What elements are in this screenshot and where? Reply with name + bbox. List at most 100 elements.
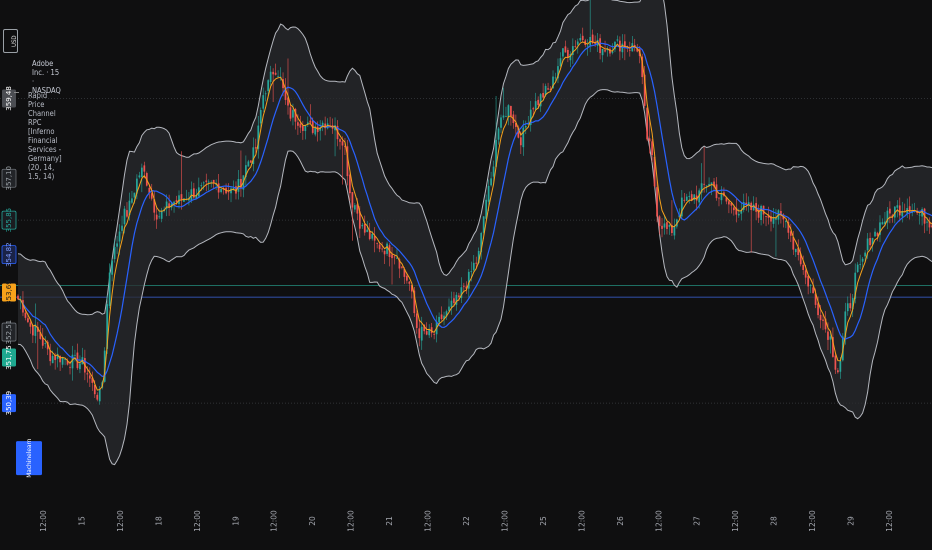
candle (31, 324, 34, 344)
price-tag-label: 359,48 (5, 86, 13, 111)
candle (881, 218, 884, 225)
candle (554, 72, 557, 82)
candle (829, 331, 832, 354)
candle (66, 358, 69, 366)
x-tick-label: 12:00 (193, 510, 202, 532)
x-tick-label: 28 (770, 516, 779, 526)
candle (505, 106, 507, 118)
candle (173, 200, 175, 213)
candle (349, 171, 351, 201)
candle (663, 215, 666, 235)
candle (103, 347, 106, 383)
candle (121, 215, 123, 234)
channel-upper-line (17, 0, 932, 316)
candle (851, 294, 854, 318)
candle (49, 343, 52, 366)
x-tick-label: 29 (847, 516, 856, 526)
candle (693, 194, 696, 204)
x-tick-label: 21 (385, 516, 394, 526)
channel-fill (18, 0, 932, 465)
candle (44, 336, 47, 348)
candle (515, 114, 517, 137)
candle (351, 191, 354, 241)
candle (619, 36, 621, 61)
candle (445, 309, 448, 321)
candle (775, 208, 777, 257)
candle (339, 138, 341, 150)
x-tick-label: 25 (539, 516, 548, 526)
x-tick-label: 12:00 (347, 510, 356, 532)
candle (688, 191, 691, 204)
candle (896, 200, 899, 218)
candle (465, 281, 468, 294)
candle (393, 254, 396, 265)
candle (116, 235, 118, 254)
price-tag-label: 357,10 (5, 166, 13, 191)
price-axis-tags: 359,48 357,10 355,85 354,82 353,69 352,51351,… (1, 86, 42, 478)
candle (450, 291, 453, 315)
candle (683, 193, 686, 203)
candle (898, 197, 901, 222)
candle (284, 78, 287, 105)
side-tag[interactable]: Machinelearn (16, 438, 42, 478)
candle (410, 284, 413, 299)
candle (884, 211, 886, 227)
candle (524, 120, 527, 135)
candle (507, 104, 510, 126)
side-tag-label: Machinelearn (25, 438, 33, 478)
candle (824, 311, 827, 333)
x-tick-label: 12:00 (500, 510, 509, 532)
candle (294, 107, 297, 130)
candle (386, 241, 388, 256)
candle (247, 159, 250, 167)
x-tick-label: 12:00 (116, 510, 125, 532)
instrument-title[interactable]: Adobe Inc. · 15 · NASDAQ (32, 59, 61, 95)
symbol-badge[interactable]: USD (3, 29, 18, 53)
candle (240, 150, 242, 197)
candle (383, 250, 386, 265)
candle (611, 43, 614, 55)
candle (495, 96, 497, 168)
x-tick-label: 12:00 (39, 510, 48, 532)
candle (859, 254, 862, 270)
candle (71, 345, 74, 381)
candle (254, 138, 257, 155)
candle (745, 193, 748, 211)
candle (792, 230, 795, 255)
candle (807, 273, 810, 295)
candle (74, 349, 76, 362)
price-tag: 354,82 (1, 242, 17, 267)
candle (237, 170, 240, 200)
indicator-title[interactable]: Rapid Price Channel RPC [Inferno Financi… (28, 91, 62, 181)
x-tick-label: 22 (462, 516, 471, 526)
candle (581, 27, 584, 43)
candle (757, 204, 760, 223)
price-tag-label: 350,39 (5, 391, 13, 416)
candle (153, 191, 156, 221)
candle (737, 208, 740, 218)
candle (252, 137, 255, 172)
candle (500, 114, 502, 133)
candle (641, 53, 644, 85)
candle (230, 186, 232, 203)
candle (564, 40, 567, 53)
candle (257, 115, 260, 159)
candle (708, 177, 710, 187)
candle (462, 282, 465, 292)
candle (111, 259, 113, 282)
candle (401, 266, 403, 270)
x-tick-label: 26 (616, 516, 625, 526)
candle (876, 231, 879, 242)
candle (567, 47, 569, 63)
x-tick-label: 12:00 (577, 510, 586, 532)
candle (160, 207, 163, 223)
candle (413, 287, 416, 317)
candle (378, 242, 381, 253)
candle (765, 215, 767, 227)
candle (269, 65, 272, 88)
candle (918, 212, 921, 225)
indicator-collapse-icon[interactable] (14, 92, 19, 93)
fast-line (17, 40, 932, 391)
candle (879, 215, 881, 243)
